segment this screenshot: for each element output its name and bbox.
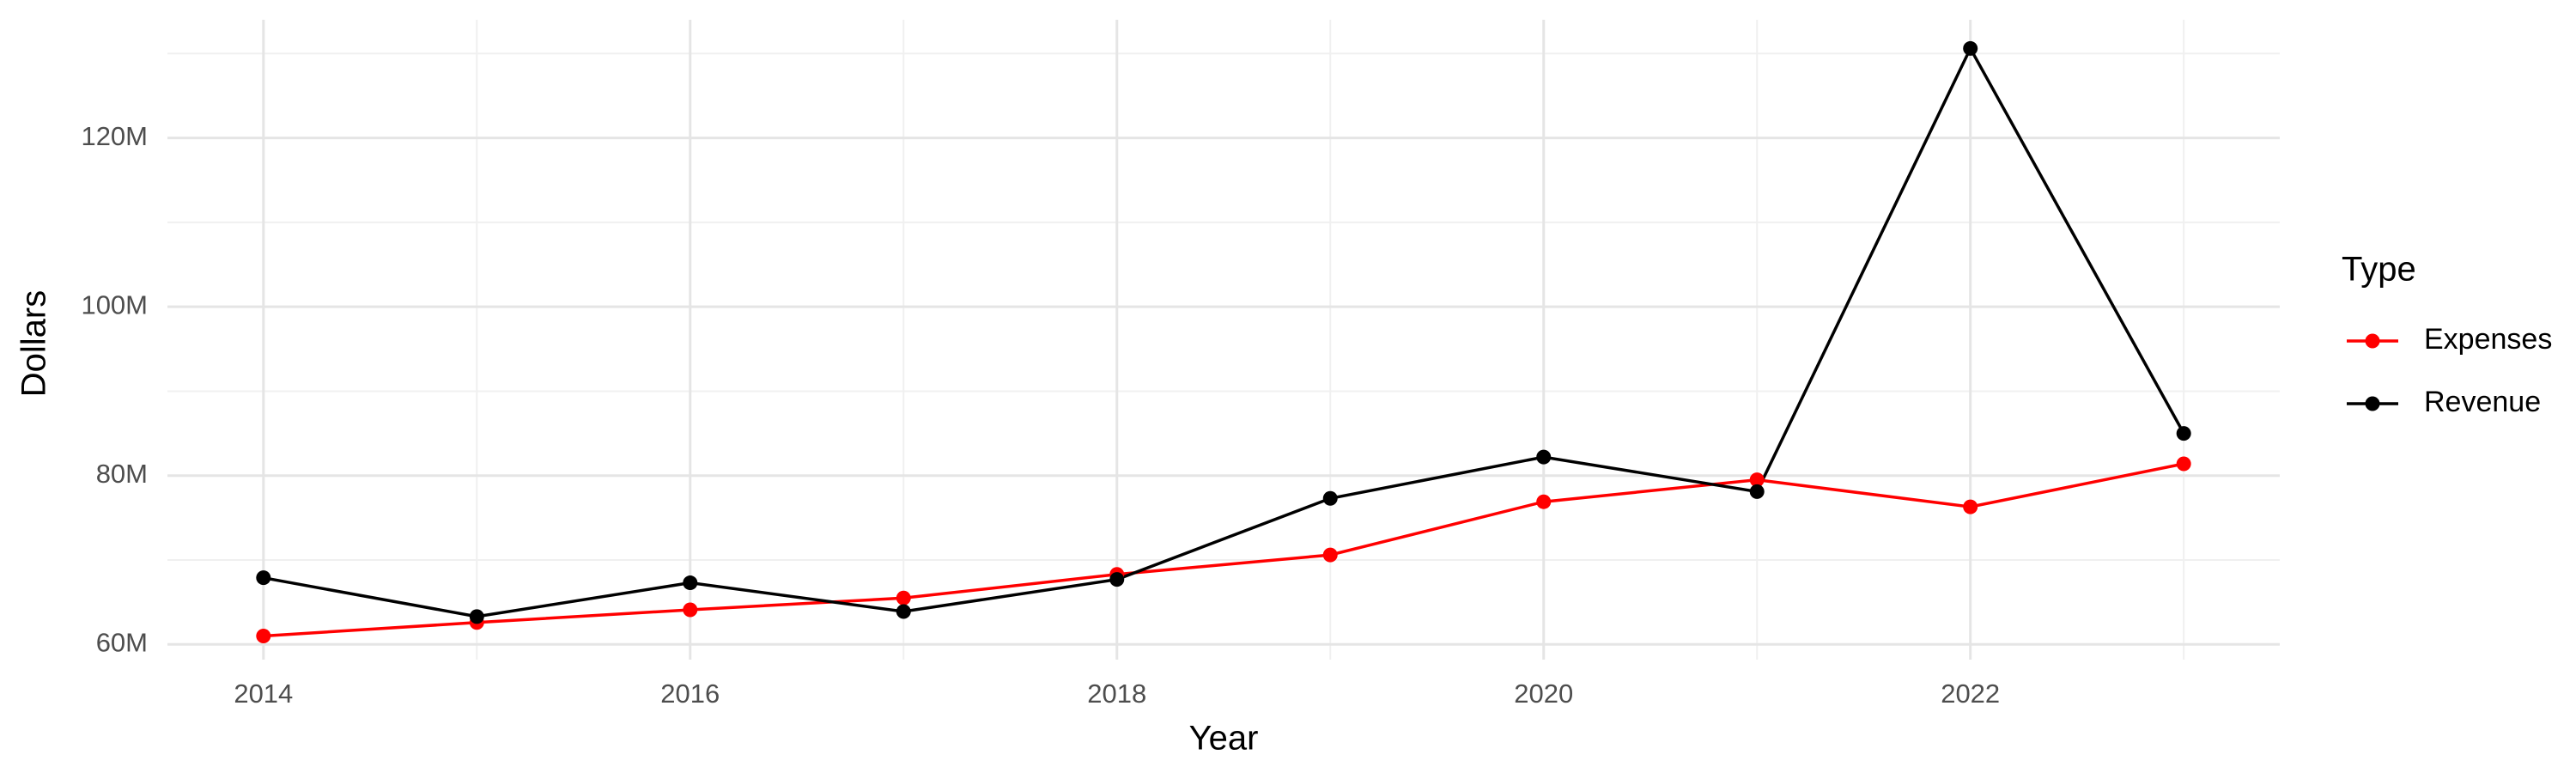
legend-title: Type bbox=[2342, 251, 2416, 289]
legend-item: Revenue bbox=[2347, 386, 2541, 418]
legend-key-point bbox=[2365, 333, 2380, 349]
data-point bbox=[683, 602, 698, 618]
data-point bbox=[896, 604, 911, 619]
x-axis-title: Year bbox=[1189, 720, 1259, 758]
data-point bbox=[1322, 490, 1338, 506]
y-tick-label: 100M bbox=[81, 289, 148, 320]
data-point bbox=[256, 628, 271, 643]
x-tick-label: 2020 bbox=[1514, 679, 1573, 709]
x-tick-label: 2022 bbox=[1941, 679, 2000, 709]
y-axis-title: Dollars bbox=[15, 290, 53, 397]
data-point bbox=[2176, 426, 2191, 441]
x-tick-label: 2018 bbox=[1087, 679, 1146, 709]
data-point bbox=[1749, 484, 1765, 499]
data-point bbox=[469, 609, 484, 624]
data-point bbox=[896, 590, 911, 606]
x-tick-label: 2014 bbox=[234, 679, 293, 709]
legend-item: Expenses bbox=[2347, 323, 2552, 356]
data-point bbox=[1536, 449, 1552, 465]
data-point bbox=[1322, 547, 1338, 563]
data-point bbox=[2176, 456, 2191, 472]
y-tick-label: 120M bbox=[81, 121, 148, 151]
data-point bbox=[1963, 499, 1978, 514]
data-point bbox=[1109, 572, 1125, 587]
data-point bbox=[683, 575, 698, 591]
series-line bbox=[263, 462, 2184, 638]
data-point bbox=[1963, 40, 1978, 56]
series-line bbox=[263, 45, 2185, 618]
data-point bbox=[1749, 472, 1765, 488]
y-tick-label: 60M bbox=[96, 627, 148, 657]
x-tick-label: 2016 bbox=[660, 679, 720, 709]
legend-label: Expenses bbox=[2424, 323, 2552, 356]
legend-key-point bbox=[2365, 396, 2380, 411]
legend-label: Revenue bbox=[2424, 386, 2541, 418]
data-point bbox=[1536, 494, 1552, 509]
y-tick-label: 80M bbox=[96, 459, 148, 489]
data-point bbox=[256, 570, 271, 586]
